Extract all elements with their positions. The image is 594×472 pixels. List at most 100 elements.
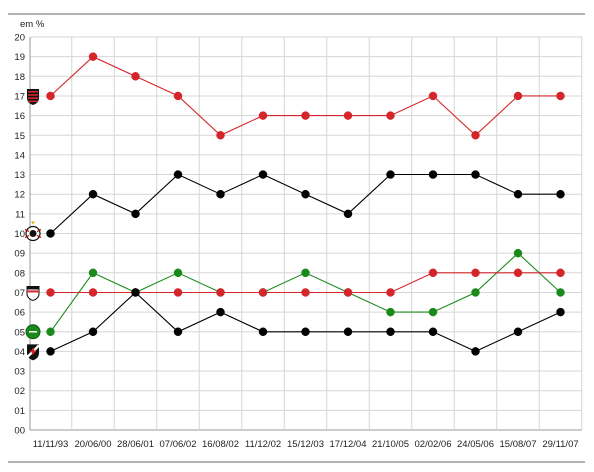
series-5-point (173, 327, 183, 336)
series-1-point (513, 91, 523, 101)
y-tick-label: 14 (14, 150, 25, 161)
series-4-point (173, 288, 183, 297)
series-5-point (471, 347, 480, 356)
series-5-point (131, 288, 140, 297)
y-tick-label: 13 (14, 170, 25, 181)
y-tick-label: 16 (14, 111, 25, 122)
y-tick-label: 19 (14, 52, 25, 63)
series-2-point (471, 170, 480, 179)
y-tick-label: 02 (14, 386, 25, 397)
y-tick-label: 04 (14, 347, 25, 358)
series-5-point (556, 307, 565, 317)
y-axis-label: em % (20, 19, 45, 30)
corinthians-crest-icon (24, 221, 42, 242)
y-tick-label: 20 (14, 33, 25, 44)
series-2-point (131, 209, 140, 219)
x-tick-label: 24/05/06 (457, 439, 494, 450)
series-3-point (46, 327, 55, 336)
series-4-point (301, 288, 310, 297)
x-tick-label: 15/08/07 (500, 439, 537, 450)
x-tick-label: 16/08/02 (202, 439, 239, 450)
x-tick-label: 02/02/06 (415, 439, 452, 450)
series-3-point (556, 288, 565, 297)
series-4-point (471, 268, 480, 278)
series-5-point (513, 327, 523, 336)
crest-center (29, 230, 37, 237)
series-1-point (46, 91, 55, 101)
series-1-point (556, 91, 565, 101)
series-5-point (343, 327, 353, 336)
crest-stripe (28, 94, 38, 96)
series-5-point (386, 327, 395, 336)
y-tick-label: 10 (14, 229, 25, 240)
series-lines (50, 56, 561, 353)
grid (29, 36, 583, 431)
series-2-point (301, 189, 310, 199)
x-tick-label: 17/12/04 (330, 439, 367, 450)
sao-paulo-crest-icon (26, 285, 40, 301)
series-3-point (386, 307, 395, 317)
series-4-point (258, 288, 268, 297)
series-1-point (301, 111, 310, 120)
series-5-point (216, 307, 225, 317)
x-tick-label: 29/11/07 (542, 439, 578, 450)
crest-top (27, 286, 39, 290)
series-1-point (471, 131, 480, 140)
series-3-point (513, 248, 523, 258)
series-4-point (216, 288, 225, 297)
series-2-point (46, 229, 55, 238)
series-4-point (343, 288, 353, 297)
series-2-point (173, 170, 183, 179)
series-3-point (428, 307, 438, 317)
series-1-point (131, 72, 140, 81)
team-crests (24, 88, 42, 361)
crest-stripe (28, 97, 38, 99)
series-5-point (428, 327, 438, 336)
x-tick-labels: 11/11/93 20/06/00 28/06/01 07/06/02 16/08/02… (33, 439, 579, 450)
crest-star (31, 221, 35, 225)
series-1-point (88, 52, 98, 61)
crest-stripe (28, 90, 38, 93)
y-tick-label: 07 (14, 288, 25, 299)
series-4-point (556, 268, 565, 278)
y-tick-label: 05 (14, 327, 25, 338)
series-points (46, 52, 565, 356)
series-2-point (216, 189, 225, 199)
flamengo-crest-icon (27, 88, 39, 105)
series-1-point (216, 131, 225, 140)
series-2-point (258, 170, 268, 179)
series-4-point (386, 288, 395, 297)
series-2-point (343, 209, 353, 219)
series-2-point (428, 170, 438, 179)
x-tick-label: 07/06/02 (160, 439, 197, 450)
crest-cross (30, 348, 36, 355)
series-1-point (386, 111, 395, 120)
series-2-point (386, 170, 395, 179)
x-tick-label: 20/06/00 (75, 439, 112, 450)
y-tick-label: 11 (15, 209, 25, 220)
y-tick-label: 18 (14, 72, 25, 83)
y-tick-label: 15 (14, 131, 25, 142)
series-4-point (513, 268, 523, 278)
series-3-point (88, 268, 98, 278)
series-4-point (88, 288, 98, 297)
series-5-point (88, 327, 98, 336)
x-tick-label: 21/10/05 (372, 439, 409, 450)
y-tick-label: 00 (14, 426, 25, 437)
x-tick-label: 11/11/93 (33, 439, 69, 450)
series-5-point (46, 347, 55, 356)
y-tick-label: 09 (14, 249, 25, 260)
crest-shield (26, 285, 40, 301)
series-5-point (258, 327, 268, 336)
series-2-point (513, 189, 523, 199)
series-line-5 (50, 291, 561, 353)
y-tick-labels: 00 01 02 03 04 05 06 07 08 09 10 11 12 13 14 15 16 17 18 19… (14, 33, 25, 437)
series-4-point (46, 288, 55, 297)
crest-oars (24, 228, 42, 239)
series-line-2 (50, 173, 561, 234)
palmeiras-crest-icon (25, 324, 41, 340)
series-1-point (343, 111, 353, 120)
y-tick-label: 06 (14, 308, 25, 319)
series-2-point (556, 189, 565, 199)
